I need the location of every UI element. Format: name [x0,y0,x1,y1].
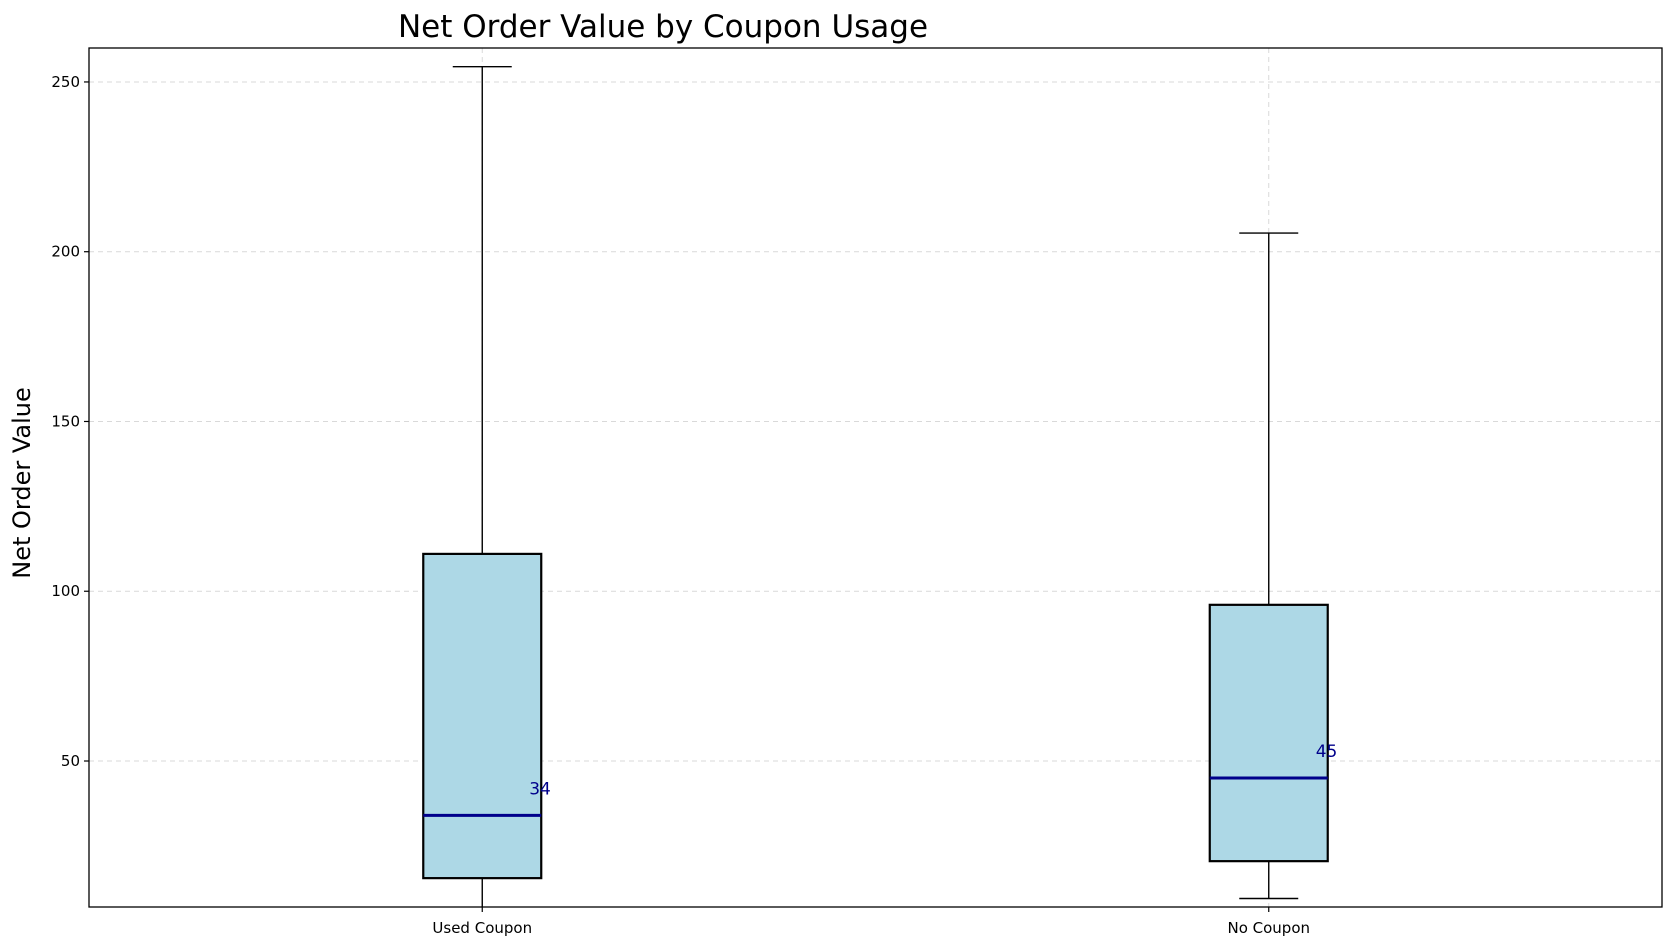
iqr-box [422,552,543,880]
x-tick-label: Used Coupon [432,919,532,937]
y-axis-label: Net Order Value [8,387,36,579]
y-tick-label: 150 [51,412,80,430]
axes: 50 100 150 200 250 Used Coupon No Coupon [51,73,1310,937]
median-label: 34 [529,779,551,799]
x-tick-label: No Coupon [1227,919,1310,937]
y-tick-label: 200 [51,243,80,261]
median-label: 45 [1316,742,1338,762]
box-series: 34 45 [422,65,1338,907]
y-tick-label: 50 [61,752,80,770]
box-1: 34 [422,65,551,907]
y-tick-label: 250 [51,73,80,91]
iqr-box [1208,603,1329,863]
chart-title: Net Order Value by Coupon Usage [398,9,928,45]
y-tick-label: 100 [51,582,80,600]
plot-frame [88,47,1663,908]
box-2: 45 [1208,232,1338,900]
grid-lines [89,48,1662,907]
